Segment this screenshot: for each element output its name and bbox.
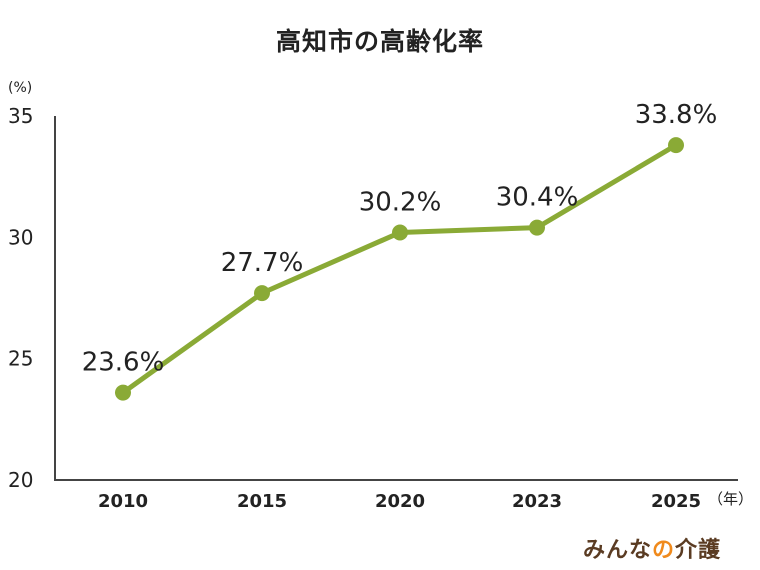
data-point: [115, 384, 131, 401]
x-tick-label: 2010: [98, 491, 148, 512]
chart-title: 高知市の高齢化率: [275, 27, 484, 56]
data-label: 30.4%: [496, 183, 579, 213]
x-tick-label: 2020: [375, 491, 425, 512]
series-line: [120, 142, 679, 396]
brand-text-1: みんな: [583, 538, 653, 563]
y-axis-unit: (%): [8, 80, 33, 96]
data-label: 33.8%: [635, 100, 718, 130]
y-tick-label: 25: [8, 347, 33, 371]
brand-text-2: の: [652, 538, 676, 563]
x-tick-label: 2023: [512, 491, 562, 512]
data-point: [668, 137, 684, 154]
brand-text-3: 介護: [675, 538, 722, 563]
x-tick-label: 2015: [237, 491, 287, 512]
y-tick-label: 30: [8, 225, 33, 249]
data-point: [392, 224, 408, 241]
brand-logo: みんなの介護: [583, 532, 721, 564]
data-label: 30.2%: [359, 187, 442, 217]
y-tick-label: 20: [8, 468, 33, 492]
x-axis-unit: （年）: [708, 490, 754, 508]
data-point: [254, 285, 270, 302]
x-tick-label: 2025: [651, 491, 701, 512]
data-label: 27.7%: [221, 248, 304, 278]
y-tick-label: 35: [8, 104, 33, 128]
data-point: [529, 219, 545, 236]
data-label: 23.6%: [82, 348, 165, 378]
